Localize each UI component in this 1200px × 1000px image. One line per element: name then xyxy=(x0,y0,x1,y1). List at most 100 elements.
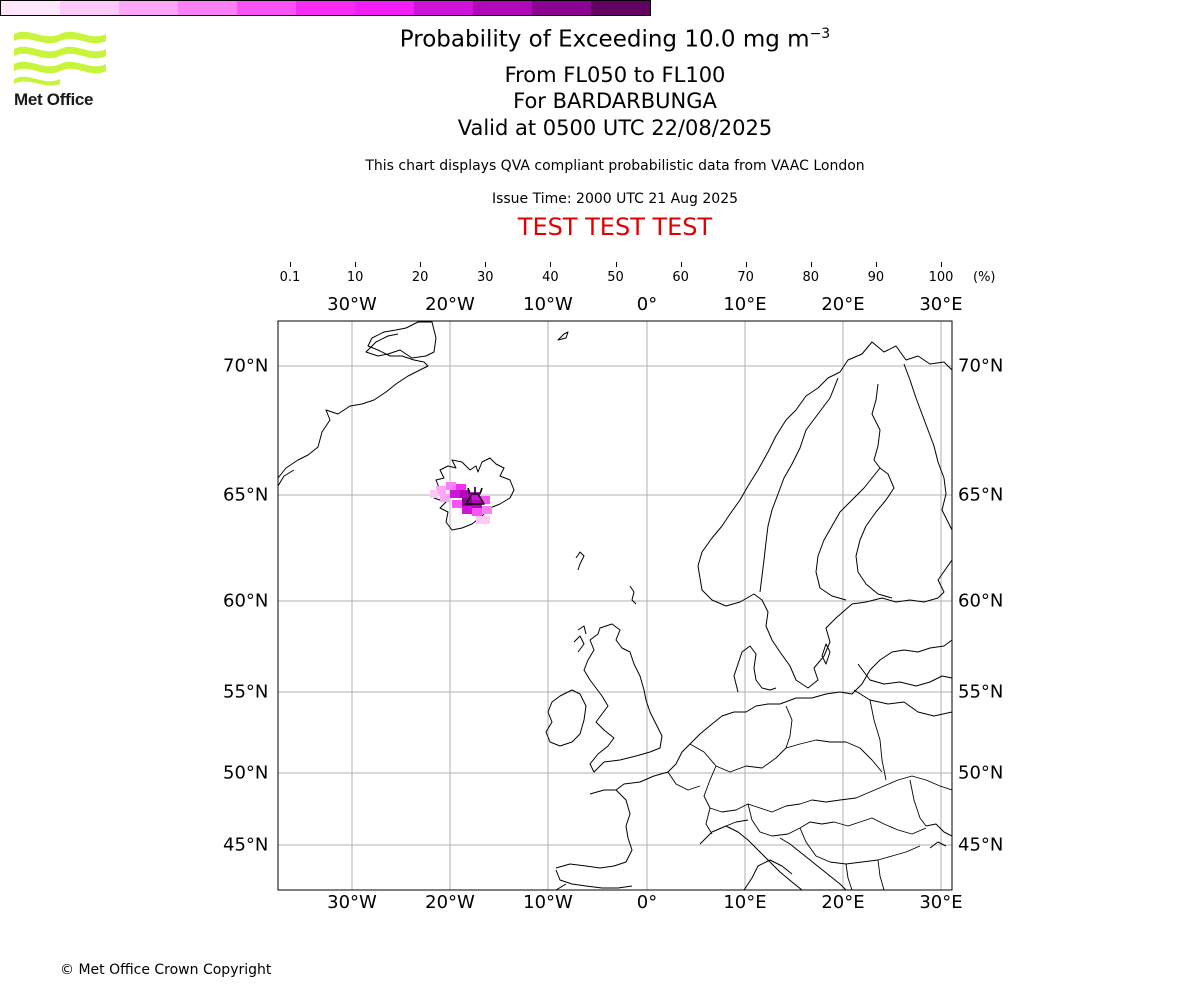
coastline-mediterranean xyxy=(699,825,803,890)
colorbar-tick xyxy=(810,262,812,267)
colorbar-tick xyxy=(875,262,877,267)
colorbar-segment xyxy=(414,1,473,15)
colorbar-segment xyxy=(296,1,355,15)
colorbar-tick-label: 0.1 xyxy=(279,270,301,285)
colorbar-unit: (%) xyxy=(973,270,996,285)
colorbar-tick-label: 30 xyxy=(477,270,494,285)
border-norway-sweden xyxy=(759,377,839,593)
colorbar-segment xyxy=(473,1,532,15)
volcano-name: For BARDARBUNGA xyxy=(513,89,717,113)
colorbar-tick xyxy=(615,262,617,267)
colorbar-segment xyxy=(1,1,60,15)
flight-levels: From FL050 to FL100 xyxy=(504,63,726,87)
longitude-label: 30°W xyxy=(327,892,377,913)
coastline-italy xyxy=(743,859,793,890)
colorbar-segment xyxy=(237,1,296,15)
colorbar-tick xyxy=(290,262,291,267)
disclaimer: This chart displays QVA compliant probab… xyxy=(365,158,865,174)
coastline-iberia-north xyxy=(555,869,633,890)
latitude-label: 55°N xyxy=(958,681,1004,703)
volcano-icon xyxy=(465,487,485,505)
latitude-label: 50°N xyxy=(223,762,269,784)
coastline-brittany xyxy=(589,789,616,795)
coastline-continent xyxy=(555,703,780,869)
longitude-label: 10°W xyxy=(523,294,573,315)
coastline-denmark xyxy=(733,645,777,693)
longitude-label: 20°E xyxy=(821,294,865,315)
coastline-baltic xyxy=(779,639,952,705)
coastline-shetland xyxy=(629,585,637,605)
longitude-label: 30°W xyxy=(327,294,377,315)
colorbar-segment xyxy=(532,1,591,15)
longitude-label: 30°E xyxy=(919,294,963,315)
latitude-label: 60°N xyxy=(223,590,269,612)
border-finland-russia xyxy=(903,363,952,531)
coastline-black-sea xyxy=(925,823,952,849)
colorbar-tick xyxy=(420,262,422,267)
colorbar-tick-label: 90 xyxy=(867,270,885,285)
latitude-label: 45°N xyxy=(958,834,1004,856)
colorbar-segment xyxy=(60,1,119,15)
latitude-label: 65°N xyxy=(223,484,269,506)
longitude-label: 20°W xyxy=(425,892,475,913)
colorbar-tick-label: 20 xyxy=(411,270,429,285)
coastline-greenland xyxy=(278,321,437,479)
colorbar-tick-label: 50 xyxy=(607,270,624,285)
colorbar-tick xyxy=(745,262,747,267)
longitude-label: 10°E xyxy=(723,892,767,913)
latitude-label: 50°N xyxy=(958,762,1004,784)
issue-time: Issue Time: 2000 UTC 21 Aug 2025 xyxy=(491,191,739,207)
latitude-label: 70°N xyxy=(958,355,1004,377)
logo-wordmark: Met Office xyxy=(14,90,94,109)
coastline-adriatic xyxy=(779,837,847,890)
coastline-great-britain xyxy=(583,623,663,773)
coastline-greenland-south xyxy=(278,469,295,487)
colorbar-tick xyxy=(485,262,487,267)
colorbar-tick-label: 40 xyxy=(542,270,559,285)
coastline-gotland xyxy=(821,643,831,665)
colorbar-tick xyxy=(355,262,357,267)
graticule xyxy=(278,321,952,890)
test-banner: TEST TEST TEST xyxy=(517,213,713,241)
title-exponent: −3 xyxy=(809,26,831,42)
country-borders xyxy=(667,699,952,890)
latitude-label: 70°N xyxy=(223,355,269,377)
colorbar-segment xyxy=(119,1,178,15)
coastline-finland xyxy=(871,383,881,469)
valid-time: Valid at 0500 UTC 22/08/2025 xyxy=(457,116,773,140)
longitude-label: 10°W xyxy=(523,892,573,913)
colorbar-segment xyxy=(591,1,650,15)
latitude-label: 55°N xyxy=(223,681,269,703)
probability-colorbar xyxy=(0,0,651,16)
latitude-label: 60°N xyxy=(958,590,1004,612)
coastline-gulf-of-bothnia xyxy=(815,467,895,601)
met-office-waves-icon xyxy=(14,31,106,86)
copyright: © Met Office Crown Copyright xyxy=(60,962,272,978)
longitude-label: 0° xyxy=(636,892,658,913)
title-text: Probability of Exceeding 10.0 mg m xyxy=(399,26,810,53)
met-office-logo: Met Office xyxy=(14,28,114,118)
colorbar-tick-label: 10 xyxy=(346,270,364,285)
colorbar-tick xyxy=(680,262,682,267)
colorbar-tick xyxy=(550,262,552,267)
longitude-label: 10°E xyxy=(723,294,767,315)
colorbar-tick-label: 80 xyxy=(802,270,820,285)
colorbar-tick-label: 60 xyxy=(672,270,689,285)
colorbar-tick-label: 70 xyxy=(737,270,754,285)
longitude-label: 20°W xyxy=(425,294,475,315)
coastline-hebrides xyxy=(573,625,587,653)
longitude-label: 20°E xyxy=(821,892,865,913)
coastline-iceland xyxy=(433,457,515,531)
coastline-jan-mayen xyxy=(557,331,569,341)
colorbar-segment xyxy=(355,1,414,15)
chart-title: Probability of Exceeding 10.0 mg m−3 xyxy=(0,26,1200,53)
coastline-faroe xyxy=(575,551,585,571)
longitude-label: 30°E xyxy=(919,892,963,913)
colorbar-segment xyxy=(178,1,237,15)
colorbar-tick-label: 100 xyxy=(928,270,954,285)
latitude-label: 45°N xyxy=(223,834,269,856)
coastline-scandinavia xyxy=(697,341,952,689)
colorbar-tick xyxy=(941,262,942,267)
coastline-ireland xyxy=(545,689,587,747)
